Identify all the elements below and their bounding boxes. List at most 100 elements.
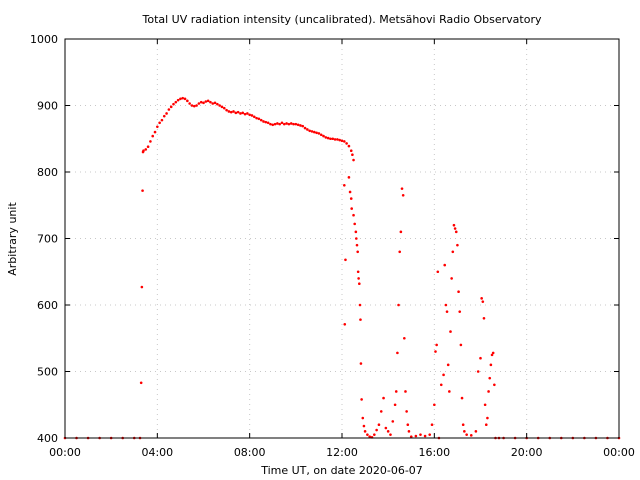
data-point	[162, 114, 166, 118]
data-point	[456, 243, 459, 247]
data-point	[404, 390, 407, 393]
data-point	[384, 426, 388, 430]
x-tick-label: 00:00	[603, 446, 635, 459]
data-point	[179, 97, 182, 101]
data-point	[377, 423, 381, 427]
data-point	[271, 123, 275, 127]
data-point	[344, 258, 347, 262]
data-point	[347, 176, 351, 179]
data-point	[414, 434, 418, 438]
data-point	[243, 112, 247, 116]
data-point	[403, 336, 406, 340]
data-point	[140, 285, 144, 289]
data-point	[358, 303, 362, 307]
data-point	[306, 128, 309, 131]
y-tick-label: 700	[37, 233, 58, 246]
data-point	[484, 423, 488, 427]
data-point	[386, 430, 390, 433]
data-point	[188, 102, 191, 105]
data-point	[379, 410, 383, 413]
data-point	[236, 110, 240, 114]
data-point	[160, 118, 164, 122]
data-point	[407, 430, 411, 433]
data-point	[183, 97, 187, 101]
data-point	[225, 108, 228, 112]
data-point	[144, 148, 148, 151]
data-point	[241, 111, 245, 115]
data-point	[360, 398, 363, 401]
data-point	[209, 100, 212, 104]
data-point	[373, 433, 376, 436]
data-point	[354, 230, 358, 234]
data-point	[315, 131, 318, 135]
data-point	[301, 124, 305, 128]
data-point	[349, 197, 353, 200]
data-point	[400, 187, 404, 190]
data-point	[255, 116, 258, 120]
data-point	[469, 434, 473, 437]
data-point	[481, 300, 485, 303]
data-point	[343, 184, 346, 187]
data-point	[340, 139, 344, 143]
data-point	[211, 102, 215, 105]
data-point	[463, 430, 466, 433]
data-point	[366, 433, 369, 436]
data-point	[285, 122, 288, 125]
data-point	[345, 142, 348, 145]
data-point	[356, 270, 360, 274]
data-point	[394, 390, 398, 393]
data-point	[351, 153, 354, 157]
data-point	[483, 403, 487, 407]
data-point	[158, 121, 161, 125]
data-point	[176, 98, 180, 102]
data-point	[358, 282, 361, 286]
data-point	[423, 434, 427, 438]
data-point	[486, 416, 489, 420]
data-point	[172, 102, 175, 106]
data-point	[453, 227, 457, 230]
data-point	[439, 383, 443, 387]
x-tick-label: 16:00	[418, 446, 450, 459]
data-point	[368, 435, 372, 438]
data-point	[329, 137, 332, 141]
data-point	[348, 190, 352, 194]
data-point	[149, 140, 152, 143]
data-point	[326, 136, 330, 140]
data-point	[476, 370, 480, 373]
data-point	[220, 105, 224, 109]
data-point	[174, 100, 178, 104]
data-point	[433, 403, 436, 407]
data-point	[248, 113, 251, 117]
data-point	[347, 144, 351, 148]
data-point	[232, 110, 235, 113]
data-point	[393, 403, 397, 407]
data-point	[259, 118, 263, 122]
data-point	[266, 121, 270, 125]
data-point	[269, 122, 272, 126]
data-point	[227, 110, 231, 113]
y-tick-label: 400	[37, 432, 58, 445]
data-point	[355, 243, 359, 247]
data-point	[382, 396, 385, 400]
data-point	[197, 102, 201, 105]
data-point	[264, 120, 268, 124]
data-points	[63, 96, 621, 440]
data-point	[480, 297, 483, 300]
data-point	[199, 100, 203, 104]
data-point	[489, 363, 493, 367]
data-point	[146, 145, 150, 149]
y-axis-ticks: 400 500 600 700 800 900 1000	[30, 33, 619, 445]
data-point	[409, 435, 413, 438]
data-point	[435, 343, 438, 347]
y-tick-label: 1000	[30, 33, 58, 46]
data-point	[352, 158, 355, 162]
data-point	[465, 433, 468, 436]
data-point	[359, 318, 362, 321]
data-point	[308, 129, 311, 133]
data-point	[139, 381, 143, 385]
data-point	[317, 132, 321, 135]
data-point	[292, 122, 295, 126]
data-point	[474, 430, 478, 433]
data-point	[482, 317, 486, 320]
